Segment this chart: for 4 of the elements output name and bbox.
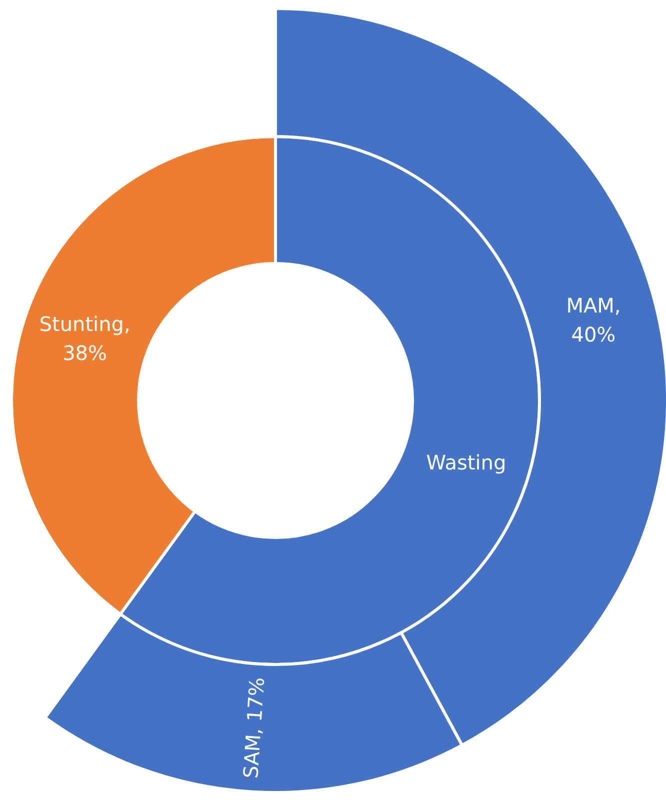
data-label: MAM, 40% [566, 294, 621, 346]
data-label: SAM, 17% [238, 676, 270, 780]
data-label: Stunting, 38% [39, 312, 130, 365]
data-label: Wasting [426, 450, 506, 474]
